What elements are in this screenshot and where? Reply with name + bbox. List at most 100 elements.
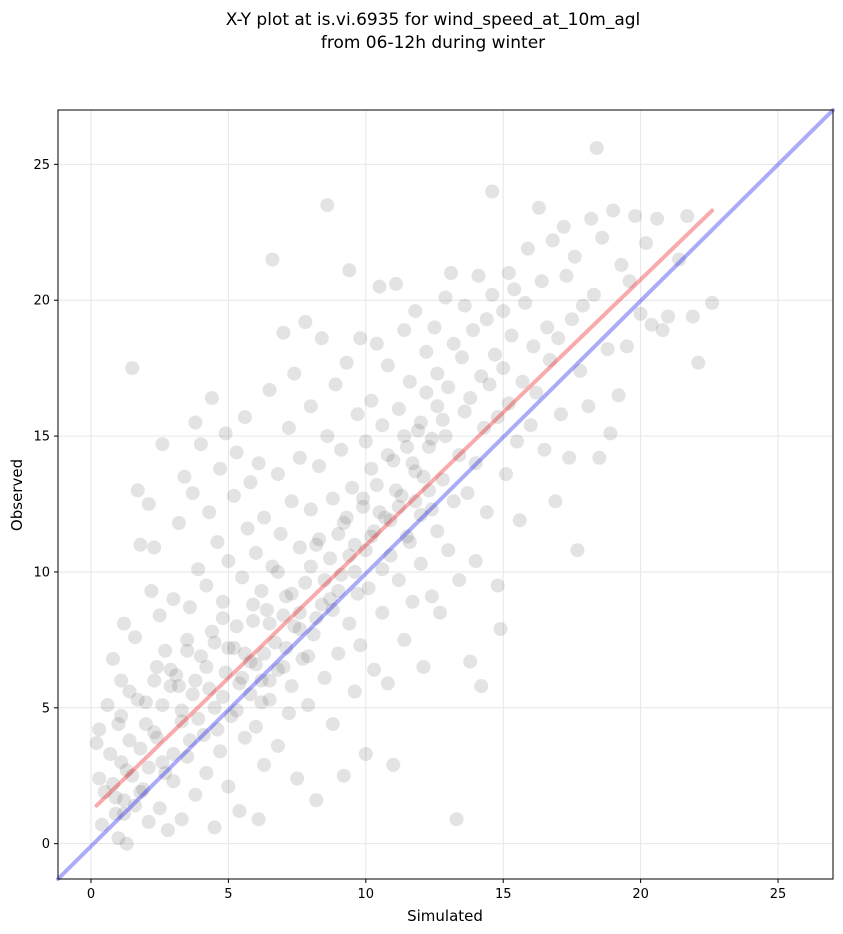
scatter-point [243, 475, 258, 490]
scatter-point [259, 603, 274, 617]
scatter-point [600, 342, 615, 357]
scatter-point [391, 499, 406, 514]
scatter-point [595, 230, 610, 245]
scatter-point [342, 263, 357, 278]
scatter-point [235, 570, 250, 585]
y-tick-label: 25 [33, 158, 50, 173]
scatter-point [336, 768, 351, 783]
scatter-point [303, 559, 318, 574]
scatter-point [196, 728, 211, 742]
scatter-point [424, 502, 439, 517]
scatter-point [125, 768, 140, 783]
scatter-point [510, 434, 524, 449]
scatter-point [397, 323, 412, 338]
scatter-point [202, 505, 217, 520]
scatter-point [114, 755, 129, 770]
scatter-point [180, 632, 195, 647]
scatter-point [130, 483, 145, 498]
scatter-point [336, 516, 351, 530]
scatter-point [188, 415, 203, 430]
scatter-point [130, 692, 145, 707]
scatter-point [117, 806, 131, 821]
scatter-point [419, 385, 434, 400]
scatter-point [207, 820, 222, 835]
scatter-point [350, 407, 365, 422]
scatter-point [430, 399, 445, 414]
scatter-point [545, 233, 560, 248]
scatter-point [292, 605, 307, 620]
scatter-point [468, 554, 483, 569]
scatter-point [237, 410, 252, 425]
scatter-point [408, 464, 423, 479]
scatter-point [430, 366, 445, 381]
scatter-point [378, 510, 392, 525]
scatter-point [251, 456, 266, 471]
scatter-point [229, 619, 244, 634]
y-axis-ticks: 0 5 10 15 20 25 [33, 158, 58, 852]
scatter-point [455, 350, 469, 365]
scatter-point [204, 624, 219, 639]
scatter-point [380, 358, 395, 373]
scatter-point [383, 513, 398, 528]
scatter-point [570, 543, 585, 558]
scatter-point [232, 676, 247, 691]
scatter-point [584, 211, 599, 226]
scatter-point [394, 488, 409, 503]
scatter-point [111, 717, 126, 732]
scatter-point [705, 295, 720, 310]
scatter-point [199, 660, 214, 674]
scatter-point [279, 641, 294, 655]
scatter-point [485, 184, 500, 199]
scatter-point [147, 673, 162, 688]
scatter-point [529, 385, 544, 400]
scatter-point [119, 836, 134, 851]
scatter-point [342, 616, 357, 631]
scatter-point [441, 380, 456, 395]
scatter-point [581, 399, 596, 414]
scatter-point [243, 654, 258, 669]
scatter-point [488, 347, 502, 362]
scatter-point [177, 469, 192, 484]
scatter-point [422, 439, 436, 454]
scatter-point [191, 711, 206, 726]
regression-line [94, 208, 715, 808]
scatter-point [416, 660, 431, 674]
scatter-point [562, 450, 577, 465]
scatter-point [309, 611, 324, 626]
scatter-point [438, 429, 453, 444]
scatter-point [408, 494, 423, 509]
scatter-point [358, 747, 373, 761]
scatter-point [262, 692, 277, 707]
scatter-point [281, 420, 296, 435]
scatter-point [152, 801, 167, 816]
scatter-point [367, 524, 381, 539]
scatter-point [325, 717, 340, 732]
scatter-point [138, 717, 153, 732]
chart-title-line-2: from 06-12h during winter [321, 33, 545, 53]
scatter-point [567, 249, 582, 264]
scatter-point [210, 535, 225, 550]
scatter-point [152, 608, 167, 623]
scatter-point [350, 586, 365, 601]
scatter-point [218, 665, 233, 680]
scatter-point [108, 790, 123, 805]
scatter-point [155, 437, 170, 452]
scatter-point [158, 643, 173, 658]
scatter-point [424, 589, 439, 604]
scatter-point [435, 412, 450, 427]
scatter-point [446, 494, 461, 509]
x-tick-label: 25 [770, 887, 787, 902]
scatter-point [482, 377, 497, 392]
scatter-point [136, 782, 151, 797]
scatter-point [606, 203, 621, 218]
scatter-point [496, 361, 511, 376]
scatter-point [369, 336, 384, 351]
scatter-point [163, 662, 178, 677]
scatter-point [408, 304, 423, 319]
scatter-point [193, 649, 208, 664]
scatter-point [342, 548, 357, 563]
scatter-point [474, 679, 489, 694]
scatter-point [372, 505, 387, 520]
scatter-point [193, 437, 208, 452]
y-axis-label: Observed [8, 459, 26, 531]
